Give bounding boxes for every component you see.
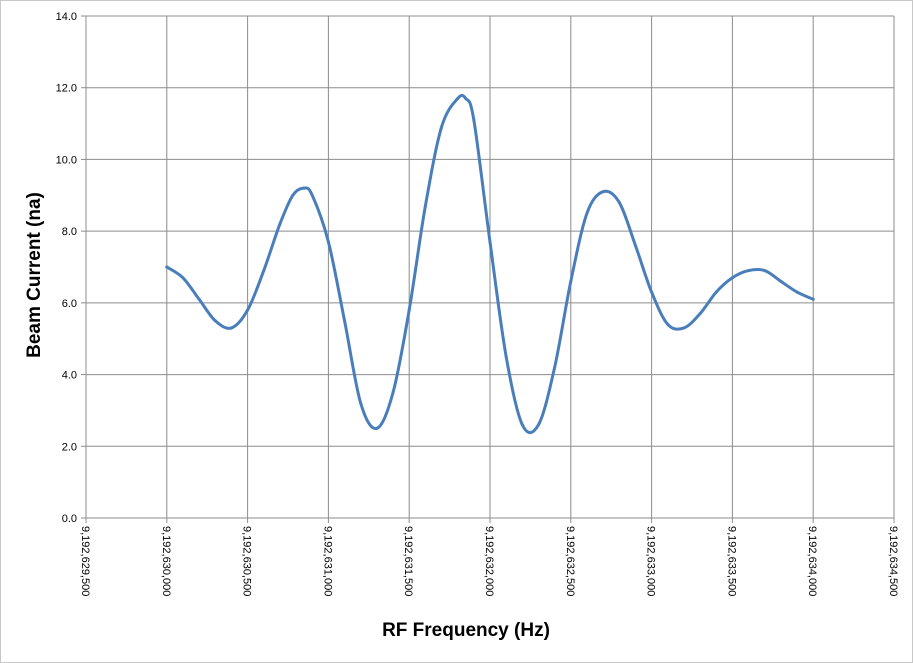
data-point [633, 243, 637, 247]
data-point [262, 269, 266, 273]
y-axis-tick-labels: 0.0 2.0 4.0 6.0 8.0 10.0 12.0 14.0 [56, 11, 77, 525]
data-point [464, 96, 468, 100]
y-tick-label: 8.0 [62, 226, 77, 238]
x-tick-label: 9,192,633,500 [725, 526, 737, 596]
data-point [520, 423, 524, 427]
x-axis-title: RF Frequency (Hz) [382, 620, 550, 641]
x-tick-label: 9,192,631,500 [402, 526, 414, 596]
data-point [229, 326, 233, 330]
x-tick-label: 9,192,632,500 [564, 526, 576, 596]
data-point [197, 297, 201, 301]
data-point [359, 401, 363, 405]
data-point [165, 265, 169, 269]
data-point [326, 240, 330, 244]
data-point [730, 276, 734, 280]
data-point [440, 125, 444, 129]
y-tick-label: 14.0 [56, 11, 77, 23]
data-point [698, 312, 702, 316]
data-point [407, 308, 411, 312]
data-point [811, 297, 815, 301]
data-point [375, 426, 379, 430]
data-point [585, 211, 589, 215]
y-axis-title: Beam Current (na) [24, 192, 45, 358]
data-point [472, 118, 476, 122]
data-point [391, 391, 395, 394]
data-point [536, 423, 540, 427]
data-point [601, 190, 605, 194]
x-tick-label: 9,192,632,000 [483, 526, 495, 596]
y-tick-label: 0.0 [62, 513, 77, 525]
data-point [310, 193, 314, 197]
data-point [504, 355, 508, 359]
data-point [714, 290, 718, 294]
y-tick-label: 2.0 [62, 441, 77, 453]
gridlines [81, 15, 895, 523]
data-point [682, 326, 686, 330]
data-point [650, 290, 654, 294]
x-tick-label: 9,192,633,000 [645, 526, 657, 596]
data-point [456, 96, 460, 100]
data-point [553, 365, 557, 369]
x-tick-label: 9,192,629,500 [79, 526, 91, 596]
data-point [423, 204, 427, 208]
data-point [278, 222, 282, 226]
data-point [666, 322, 670, 326]
data-point [795, 290, 799, 294]
data-point [747, 269, 751, 273]
data-point [779, 279, 783, 283]
x-axis-tick-labels: 9,192,629,500 9,192,630,000 9,192,630,500 9… [79, 526, 899, 596]
x-tick-label: 9,192,631,000 [321, 526, 333, 596]
data-point [343, 319, 347, 323]
x-tick-label: 9,192,634,000 [806, 526, 818, 596]
data-point [302, 186, 306, 190]
data-points [165, 96, 815, 430]
data-point [181, 276, 185, 280]
data-point [291, 193, 295, 197]
y-tick-label: 6.0 [62, 298, 77, 310]
x-tick-label: 9,192,634,500 [887, 526, 899, 596]
data-point [763, 269, 767, 273]
x-tick-label: 9,192,630,000 [160, 526, 172, 596]
x-tick-label: 9,192,630,500 [241, 526, 253, 596]
data-point [569, 279, 573, 283]
y-tick-label: 10.0 [56, 154, 77, 166]
y-tick-label: 4.0 [62, 370, 77, 382]
data-point [617, 200, 621, 204]
data-point [213, 319, 217, 323]
data-point [246, 308, 250, 312]
data-point [488, 240, 492, 244]
y-tick-label: 12.0 [56, 83, 77, 95]
